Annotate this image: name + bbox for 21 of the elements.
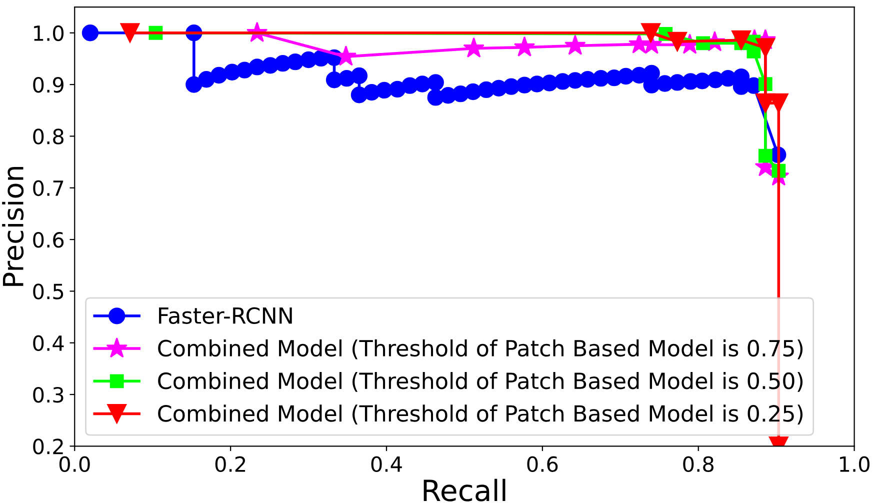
- x-tick-label: 0.0: [59, 456, 90, 472]
- legend-label: Combined Model (Threshold of Patch Based Model is 0.25): [158, 404, 803, 424]
- x-tick-label: 0.4: [371, 456, 402, 472]
- y-tick-label: 0.2: [33, 438, 63, 454]
- x-tick-label: 0.2: [215, 456, 246, 472]
- x-tick-label: 0.6: [527, 456, 558, 472]
- y-tick-label: 0.9: [33, 76, 64, 93]
- y-axis-title: Precision: [2, 166, 24, 286]
- x-tick-label: 0.8: [683, 456, 714, 472]
- y-tick-label: 0.6: [33, 232, 64, 248]
- y-tick-label: 1.0: [34, 25, 64, 42]
- legend-label: Combined Model (Threshold of Patch Based Model is 0.50): [158, 372, 803, 392]
- y-tick-label: 0.5: [33, 284, 64, 300]
- legend-label: Combined Model (Threshold of Patch Based Model is 0.75): [158, 339, 803, 360]
- x-axis-title: Recall: [424, 478, 506, 502]
- y-tick-label: 0.7: [33, 180, 64, 196]
- legend-label: Faster-RCNN: [159, 307, 292, 324]
- y-tick-label: 0.4: [33, 335, 64, 352]
- x-tick-label: 1.0: [840, 456, 870, 472]
- y-tick-label: 0.8: [33, 128, 64, 144]
- y-tick-label: 0.3: [33, 386, 64, 403]
